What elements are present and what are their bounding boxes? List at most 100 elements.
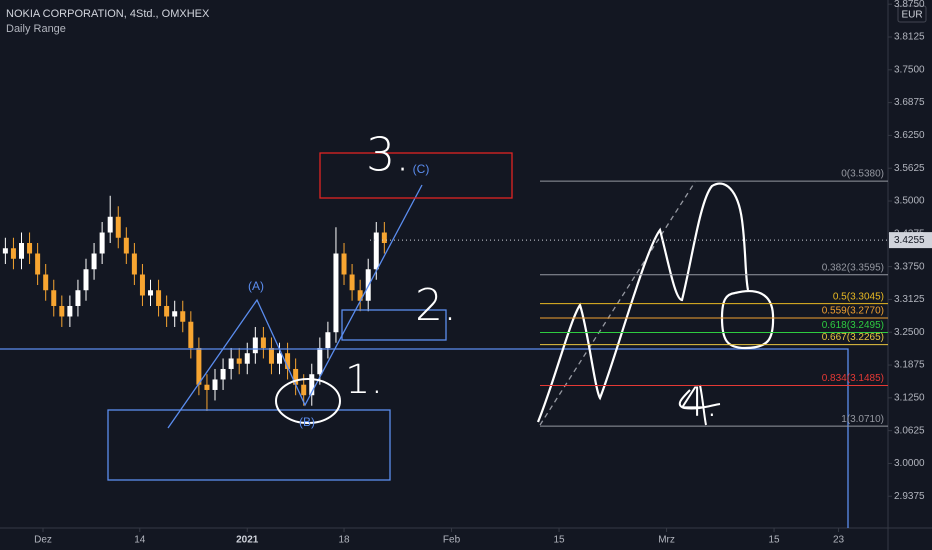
fib-label: 0.834(3.1485) bbox=[822, 373, 884, 384]
y-tick-label: 3.3750 bbox=[894, 261, 925, 272]
fib-label: 0.5(3.3045) bbox=[833, 291, 884, 302]
fib-label: 0.559(3.2770) bbox=[822, 306, 884, 317]
y-tick-label: 3.0625 bbox=[894, 425, 925, 436]
candle-body bbox=[148, 290, 154, 296]
candle-body bbox=[325, 332, 331, 348]
candle-body bbox=[228, 358, 234, 369]
candle-body bbox=[341, 253, 347, 275]
candle-body bbox=[123, 237, 129, 254]
candle-body bbox=[10, 248, 16, 259]
candle-body bbox=[285, 353, 291, 369]
x-tick-label: Feb bbox=[443, 535, 461, 546]
candles-layer bbox=[2, 195, 387, 411]
candle-body bbox=[357, 290, 363, 301]
hand-label: 1. bbox=[345, 357, 383, 403]
candle-body bbox=[99, 232, 105, 254]
y-tick-label: 3.3125 bbox=[894, 294, 925, 305]
chart-title: NOKIA CORPORATION, 4Std., OMXHEX bbox=[6, 8, 210, 20]
fib-label: 0(3.5380) bbox=[841, 169, 884, 180]
fib-label: 0.667(3.2265) bbox=[822, 332, 884, 343]
x-tick-label: Mrz bbox=[658, 535, 675, 546]
x-tick-label: 2021 bbox=[236, 535, 259, 546]
wave-label: (A) bbox=[248, 279, 264, 293]
abc-wave-line bbox=[167, 184, 423, 429]
support-box bbox=[107, 409, 391, 481]
y-tick-label: 3.6250 bbox=[894, 130, 925, 141]
wave-label: (C) bbox=[413, 162, 430, 176]
candle-body bbox=[180, 311, 186, 322]
candle-body bbox=[27, 243, 33, 254]
candle-body bbox=[293, 368, 299, 385]
candle-body bbox=[139, 274, 145, 296]
x-tick-label: 23 bbox=[833, 535, 845, 546]
candle-body bbox=[59, 305, 65, 317]
fib-label: 0.382(3.3595) bbox=[822, 262, 884, 273]
candle-body bbox=[51, 290, 57, 306]
wave-label: (B) bbox=[299, 415, 315, 429]
x-tick-label: 18 bbox=[338, 535, 350, 546]
y-tick-label: 3.1875 bbox=[894, 360, 925, 371]
horizontal-level bbox=[0, 348, 849, 528]
pullback-box bbox=[341, 309, 447, 341]
candle-body bbox=[164, 305, 170, 317]
candle-body bbox=[252, 337, 258, 354]
hand-squiggle bbox=[536, 182, 750, 423]
currency-box bbox=[897, 5, 927, 23]
candle-body bbox=[236, 358, 242, 364]
candle-body bbox=[277, 353, 283, 364]
candle-body bbox=[67, 305, 73, 317]
y-tick-label: 3.6875 bbox=[894, 97, 925, 108]
candle-body bbox=[172, 311, 178, 317]
candle-body bbox=[83, 269, 89, 291]
target-box bbox=[319, 152, 513, 199]
y-tick-label: 3.7500 bbox=[894, 64, 925, 75]
last-price-label: 3.4255 bbox=[894, 235, 925, 246]
hand-label: 3. bbox=[366, 128, 410, 182]
x-tick-label: Dez bbox=[34, 535, 52, 546]
candle-body bbox=[301, 384, 307, 396]
y-tick-label: 2.9375 bbox=[894, 491, 925, 502]
candle-body bbox=[317, 347, 323, 375]
currency-label: EUR bbox=[901, 10, 922, 21]
candle-body bbox=[2, 248, 8, 254]
candle-body bbox=[43, 274, 49, 291]
candle-body bbox=[91, 253, 97, 270]
hand-circle bbox=[275, 378, 341, 424]
candle-body bbox=[115, 216, 121, 238]
y-tick-label: 3.1250 bbox=[894, 392, 925, 403]
y-tick-label: 3.0000 bbox=[894, 458, 925, 469]
y-tick-label: 3.2500 bbox=[894, 327, 925, 338]
candle-body bbox=[333, 253, 339, 333]
fib-label: 0.618(3.2495) bbox=[822, 320, 884, 331]
x-tick-label: 14 bbox=[134, 535, 146, 546]
candle-body bbox=[244, 353, 250, 364]
candle-body bbox=[196, 347, 202, 385]
candle-body bbox=[35, 253, 41, 275]
x-tick-label: 15 bbox=[768, 535, 780, 546]
y-tick-label: 3.8750 bbox=[894, 0, 925, 10]
hand-four bbox=[678, 384, 721, 426]
hand-label: 2. bbox=[415, 280, 457, 331]
fib-label: 1(3.0710) bbox=[841, 414, 884, 425]
candle-body bbox=[268, 347, 274, 364]
last-price-badge bbox=[889, 232, 932, 249]
axis-layer: 3.8750 3.8125 3.7500 3.6875 3.6250 3.5625 3.50… bbox=[34, 0, 932, 546]
candle-body bbox=[156, 290, 162, 306]
candle-body bbox=[381, 232, 387, 244]
y-tick-label: 3.8125 bbox=[894, 32, 925, 43]
candle-body bbox=[309, 374, 315, 396]
candle-body bbox=[220, 368, 226, 380]
fib-layer: 0(3.5380) 0.382(3.3595) 0.5(3.3045) 0.559(3… bbox=[540, 169, 888, 427]
y-tick-label: 3.5625 bbox=[894, 163, 925, 174]
candle-body bbox=[373, 232, 379, 270]
candle-body bbox=[107, 216, 113, 233]
y-tick-label: 3.5000 bbox=[894, 196, 925, 207]
candle-body bbox=[212, 379, 218, 390]
hand-label: 4. bbox=[680, 380, 718, 426]
hand-box bbox=[720, 289, 775, 350]
x-tick-label: 15 bbox=[553, 535, 565, 546]
candle-body bbox=[260, 337, 266, 348]
candle-body bbox=[204, 384, 210, 390]
candle-body bbox=[19, 243, 25, 259]
